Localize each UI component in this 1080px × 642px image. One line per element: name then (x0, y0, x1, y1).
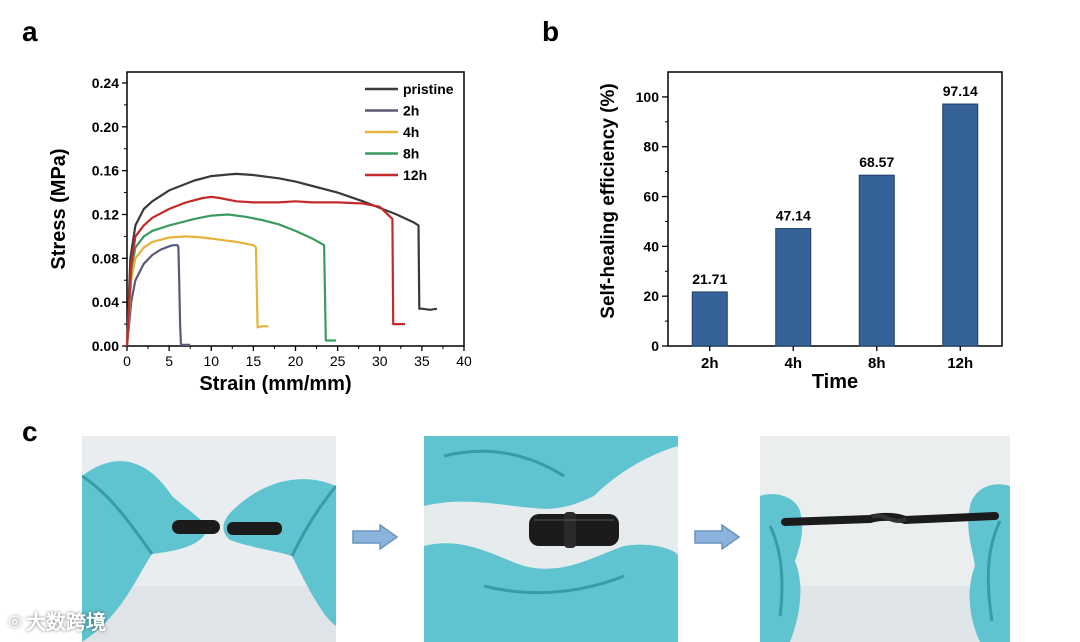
y-tick-label: 0.04 (92, 294, 119, 310)
x-tick-label: 8h (868, 355, 886, 372)
right-arrow-icon (352, 524, 398, 550)
bar-value-label: 47.14 (776, 208, 811, 224)
legend-label-12h: 12h (403, 167, 427, 183)
left-glove-shape (82, 461, 207, 642)
legend-label-2h: 2h (403, 103, 419, 119)
x-tick-label: 30 (372, 353, 388, 369)
y-axis-label: Self-healing efficiency (%) (598, 83, 619, 318)
bar-value-label: 21.71 (692, 271, 727, 287)
x-tick-label: 40 (456, 353, 472, 369)
x-tick-label: 0 (123, 353, 131, 369)
legend-label-4h: 4h (403, 124, 419, 140)
right-strand-end (227, 522, 282, 535)
x-tick-label: 35 (414, 353, 430, 369)
series-line-2h (125, 244, 191, 347)
panel-label-c: c (22, 416, 38, 447)
y-tick-label: 100 (636, 89, 660, 105)
y-tick-label: 80 (643, 139, 659, 155)
bar-value-label: 97.14 (943, 83, 978, 99)
watermark: ◎ 大数跨境 (8, 606, 106, 635)
y-tick-label: 0.12 (92, 206, 119, 222)
y-tick-label: 0.08 (92, 250, 119, 266)
bar-2h (691, 291, 728, 347)
x-tick-label: 25 (330, 353, 346, 369)
photo-separated-ends (82, 436, 336, 642)
y-tick-label: 0.16 (92, 163, 119, 179)
upper-glove-shape (424, 436, 678, 509)
x-tick-label: 20 (288, 353, 304, 369)
x-axis-label: Strain (mm/mm) (199, 373, 351, 395)
self-healing-efficiency-chart: 0 20 40 60 80 100 21.71 2h 47.14 4h 68.57 8h 97.14 12… (598, 71, 1003, 393)
right-arrow-icon (694, 524, 740, 550)
legend-label-pristine: pristine (403, 81, 454, 97)
right-glove-shape (223, 479, 336, 626)
bar-8h (858, 174, 895, 347)
y-tick-label: 0.20 (92, 119, 119, 135)
x-tick-label: 4h (784, 355, 802, 372)
x-tick-label: 5 (165, 353, 173, 369)
legend-label-8h: 8h (403, 146, 419, 162)
photo-rejoined-ends (424, 436, 678, 642)
panel-label-a: a (22, 16, 38, 47)
x-axis-label: Time (812, 371, 858, 393)
watermark-logo-icon: ◎ (8, 612, 22, 630)
bar-value-label: 68.57 (859, 154, 894, 170)
series-line-4h (125, 235, 269, 347)
bar-4h (775, 228, 812, 347)
x-tick-label: 2h (701, 355, 719, 372)
plot-frame (667, 71, 1003, 347)
watermark-text: 大数跨境 (25, 612, 106, 634)
left-strand-end (172, 520, 220, 534)
y-axis-label: Stress (MPa) (48, 148, 70, 269)
y-tick-label: 0.24 (92, 75, 119, 91)
panel-label-b: b (542, 16, 560, 47)
y-tick-label: 60 (643, 189, 659, 205)
series-line-12h (125, 195, 405, 347)
y-tick-label: 40 (643, 238, 659, 254)
y-tick-label: 0.00 (92, 338, 119, 354)
x-tick-label: 15 (246, 353, 262, 369)
bar-12h (942, 103, 979, 347)
photo-stretched-strand (760, 436, 1010, 642)
y-tick-label: 0 (651, 338, 659, 354)
x-tick-label: 12h (947, 355, 973, 372)
series-line-pristine (125, 172, 438, 347)
stress-strain-chart: 0 5 10 15 20 25 30 35 40 0.00 0.04 0.08 0.12 0.16 0.20… (48, 71, 472, 395)
x-tick-label: 10 (203, 353, 219, 369)
series-line-8h (125, 213, 336, 347)
y-tick-label: 20 (643, 288, 659, 304)
